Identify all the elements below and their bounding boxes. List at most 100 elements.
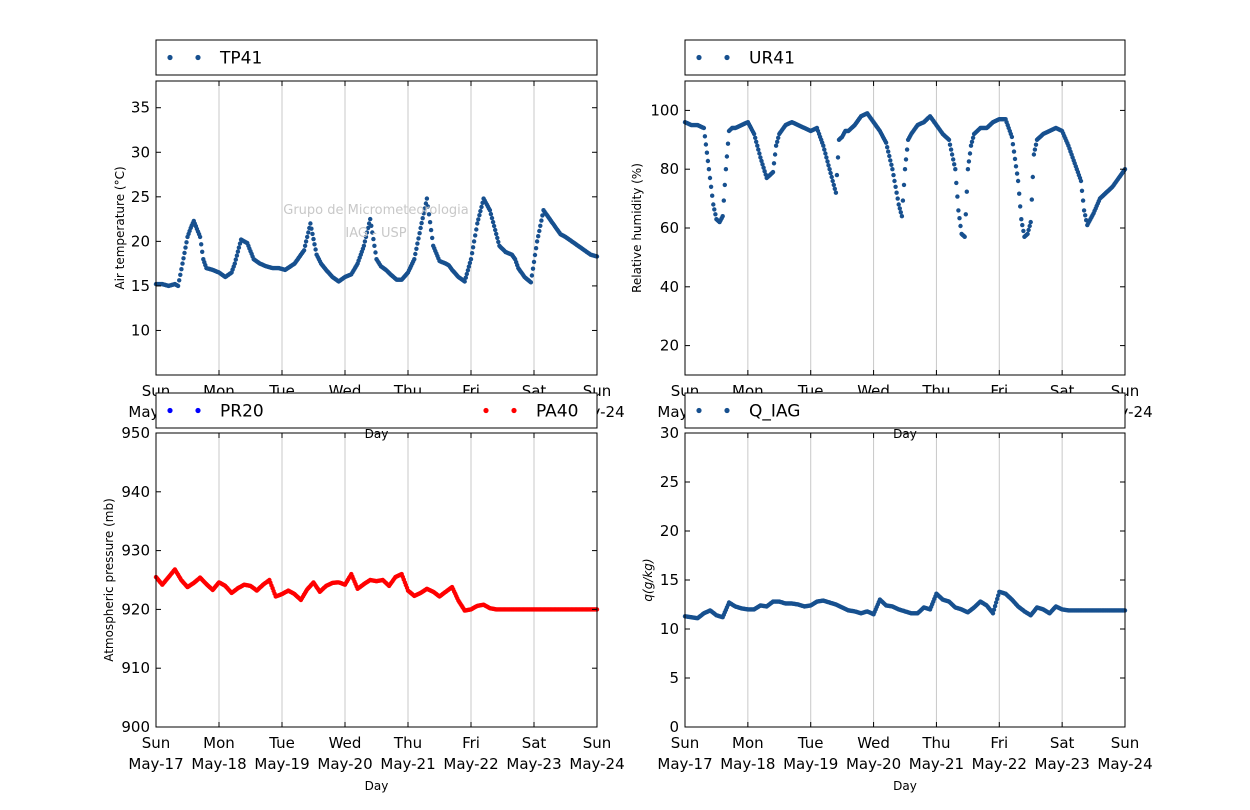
y-tick-label: 940 <box>121 483 150 501</box>
data-point <box>463 275 468 280</box>
data-point <box>478 208 483 214</box>
data-point <box>776 135 781 140</box>
data-point <box>822 147 827 152</box>
x-axis-label: Day <box>893 779 917 793</box>
data-point <box>823 151 828 156</box>
data-point <box>1017 191 1022 196</box>
data-point <box>953 167 958 172</box>
data-point <box>234 253 240 258</box>
data-point <box>967 151 973 156</box>
data-point <box>1020 222 1025 228</box>
legend-label: PR20 <box>220 402 264 422</box>
data-point <box>825 159 830 164</box>
data-point <box>530 266 536 271</box>
data-point <box>827 167 832 172</box>
data-point <box>706 167 712 172</box>
x-tick-label-day: Mon <box>203 734 235 752</box>
x-axis-label: Day <box>365 427 389 441</box>
data-point <box>903 157 909 162</box>
data-point <box>303 239 309 244</box>
data-point <box>1080 198 1086 203</box>
data-point <box>531 259 537 265</box>
data-point <box>995 596 1000 602</box>
legend-marker <box>724 54 730 61</box>
data-point <box>180 261 185 266</box>
data-point <box>991 607 997 612</box>
data-point <box>413 251 418 257</box>
data-point <box>751 131 757 137</box>
data-point <box>424 196 430 201</box>
plot-frame <box>155 80 598 376</box>
data-point <box>1021 228 1026 234</box>
data-point <box>373 250 378 255</box>
y-tick-label: 920 <box>121 600 150 618</box>
y-tick-label: 15 <box>660 571 679 589</box>
data-point <box>722 182 727 188</box>
x-tick-label-day: Sat <box>522 734 547 752</box>
data-point <box>712 207 717 212</box>
data-point <box>992 603 998 609</box>
data-point <box>1033 142 1039 147</box>
data-point <box>362 239 368 244</box>
data-point <box>952 162 957 167</box>
data-point <box>897 206 902 211</box>
chart-panel-4: 0 5 10 15 20 25 30 Sun May-17 Mon May-18 Tue May-19 W… <box>641 392 1153 793</box>
data-point <box>311 236 316 242</box>
data-point <box>233 257 238 262</box>
legend-marker <box>483 407 489 414</box>
x-tick-label-day: Sun <box>671 734 700 752</box>
data-point <box>1078 178 1084 184</box>
data-point <box>893 184 898 189</box>
y-tick-label: 25 <box>131 188 150 206</box>
data-point <box>890 167 895 172</box>
legend: UR41 <box>684 39 1126 76</box>
data-point <box>309 226 314 231</box>
data-point <box>539 218 544 223</box>
data-point <box>899 214 905 219</box>
data-point <box>536 234 541 239</box>
y-tick-label: 100 <box>650 101 679 119</box>
data-point <box>468 257 474 262</box>
data-point <box>885 145 890 150</box>
data-point <box>419 220 424 226</box>
y-tick-label: 20 <box>660 522 679 540</box>
legend-box <box>684 392 1126 429</box>
data-point <box>495 235 500 241</box>
data-point <box>540 213 545 218</box>
x-tick-label-date: May-22 <box>972 755 1027 773</box>
legend: Q_IAG <box>684 392 1126 429</box>
data-point <box>534 239 540 244</box>
data-point <box>427 220 433 225</box>
data-point <box>1018 204 1023 209</box>
y-tick-label: 20 <box>660 337 679 355</box>
data-point <box>372 243 377 248</box>
watermark-line1: Grupo de Micrometeorologia <box>283 203 469 218</box>
data-point <box>306 230 311 235</box>
y-axis-label: Relative humidity (%) <box>630 163 644 293</box>
y-tick-label: 900 <box>121 718 150 736</box>
data-point <box>421 211 426 216</box>
data-point <box>533 246 539 251</box>
data-point <box>470 245 476 250</box>
x-tick-label-date: May-18 <box>191 755 246 773</box>
y-tick-label: 30 <box>131 143 150 161</box>
y-tick-label: 0 <box>669 718 679 736</box>
data-point <box>951 157 956 162</box>
data-point <box>969 139 975 144</box>
data-point <box>477 213 482 218</box>
data-point <box>993 600 999 605</box>
data-point <box>710 193 715 198</box>
legend-marker <box>511 407 517 414</box>
data-point <box>753 135 758 140</box>
x-tick-label-date: May-23 <box>506 755 561 773</box>
data-point <box>957 216 962 221</box>
data-point <box>970 135 976 140</box>
data-point <box>954 180 959 186</box>
data-point <box>237 241 243 246</box>
data-point <box>467 260 473 266</box>
data-point <box>469 251 475 256</box>
data-point <box>833 190 839 195</box>
data-point <box>538 223 543 228</box>
data-point <box>824 155 829 160</box>
data-point <box>426 212 432 217</box>
